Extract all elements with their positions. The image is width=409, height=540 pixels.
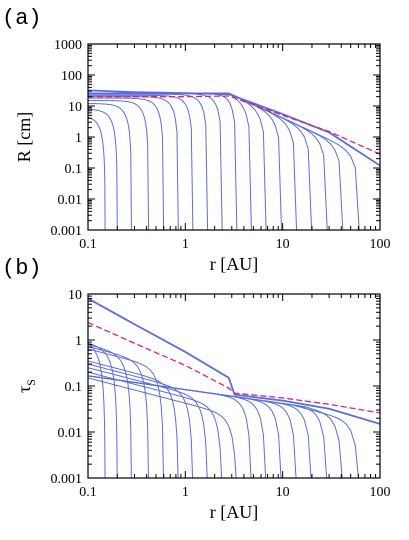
series-line-solid bbox=[88, 100, 150, 230]
y-tick-label: 0.01 bbox=[58, 426, 83, 441]
y-tick-label: 10 bbox=[68, 288, 82, 303]
series-line-envelope bbox=[88, 89, 380, 167]
y-tick-label: 100 bbox=[61, 69, 82, 84]
y-tick-label: 1000 bbox=[54, 38, 82, 53]
panel-label: (a) bbox=[2, 6, 42, 31]
series-line-solid bbox=[88, 360, 179, 478]
series-line-solid bbox=[88, 92, 360, 230]
y-tick-label: 0.1 bbox=[65, 380, 83, 395]
series-line-solid bbox=[88, 377, 237, 478]
y-axis-label: R [cm] bbox=[14, 112, 34, 162]
x-tick-label: 10 bbox=[276, 237, 290, 252]
x-axis-label: r [AU] bbox=[210, 502, 258, 522]
y-axis-label: τS bbox=[14, 379, 38, 393]
x-tick-label: 1 bbox=[182, 485, 189, 500]
series-line-solid bbox=[88, 94, 194, 230]
series-line-solid bbox=[88, 343, 106, 478]
series-line-solid bbox=[88, 93, 209, 230]
curves bbox=[88, 297, 380, 478]
series-line-solid bbox=[88, 375, 359, 478]
series-line-solid bbox=[88, 348, 164, 478]
series-line-envelope bbox=[88, 297, 380, 425]
y-tick-label: 0.1 bbox=[65, 162, 83, 177]
series-line-solid bbox=[88, 371, 223, 478]
y-tick-label: 0.01 bbox=[58, 193, 83, 208]
y-tick-label: 0.001 bbox=[51, 224, 83, 239]
x-tick-label: 0.1 bbox=[79, 485, 97, 500]
x-axis-label: r [AU] bbox=[210, 254, 258, 274]
panel-b: (b) 0.1 1 10 100 0.001 0.01 0.1 1 10 r [AU] τS bbox=[2, 256, 391, 522]
series-line-solid bbox=[88, 92, 252, 230]
series-line-solid bbox=[88, 97, 165, 230]
y-tick-label: 1 bbox=[75, 131, 82, 146]
series-line-solid bbox=[88, 93, 223, 230]
x-tick-label: 10 bbox=[276, 485, 290, 500]
series-line-solid bbox=[88, 96, 179, 230]
series-line-solid bbox=[88, 92, 313, 230]
series-line-solid bbox=[88, 367, 208, 478]
series-line-solid bbox=[88, 363, 194, 478]
y-tick-label: 10 bbox=[68, 100, 82, 115]
y-tick-label: 0.001 bbox=[51, 472, 83, 487]
curves bbox=[88, 89, 380, 230]
y-tick-label: 1 bbox=[75, 334, 82, 349]
series-line-solid bbox=[88, 375, 343, 478]
panel-label: (b) bbox=[2, 256, 42, 281]
series-line-solid bbox=[88, 103, 132, 230]
x-tick-label: 100 bbox=[370, 485, 391, 500]
x-tick-label: 0.1 bbox=[79, 237, 97, 252]
x-tick-label: 100 bbox=[370, 237, 391, 252]
panel-a: (a) 0.1 1 10 100 0.001 0.01 0.1 1 10 100 1000 r [AU]… bbox=[2, 6, 391, 274]
series-line-solid bbox=[88, 108, 118, 230]
y-axis-label-main: τ bbox=[14, 386, 34, 393]
x-tick-label: 1 bbox=[182, 237, 189, 252]
y-axis-label-main: R [cm] bbox=[14, 112, 34, 162]
y-axis-label-sub: S bbox=[24, 379, 38, 386]
series-line-solid bbox=[88, 92, 344, 230]
series-line-solid bbox=[88, 346, 149, 478]
series-line-dashed bbox=[88, 95, 380, 155]
series-line-solid bbox=[88, 344, 132, 478]
